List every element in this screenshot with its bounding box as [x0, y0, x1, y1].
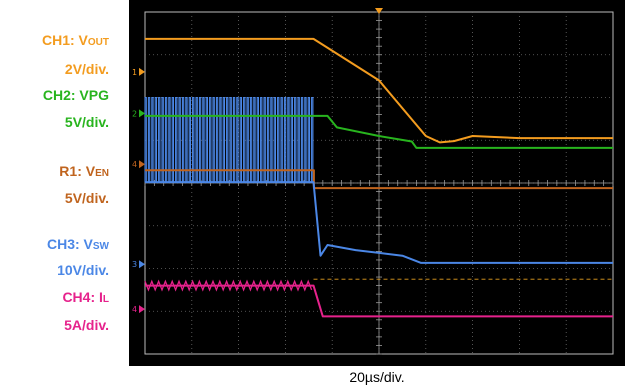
trigger-marker [375, 8, 383, 14]
traces [144, 37, 613, 318]
ch2-marker-label: 2 [132, 109, 137, 118]
ch4-marker-label: 4 [132, 305, 137, 314]
ch4-trace [145, 284, 613, 318]
r1-scale: 5V/div. [64, 190, 109, 206]
plot-area: 1 2 4 3 4 [132, 8, 614, 355]
ch2-name: CH2: VPG [42, 87, 109, 103]
ch1-scale: 2V/div. [64, 61, 109, 77]
ch1-name: CH1: VOUT [41, 32, 109, 48]
ch4-name: CH4: IL [62, 289, 109, 305]
r1-ground-marker [139, 160, 145, 169]
ch4-scale: 5A/div. [64, 317, 109, 333]
ch2-scale: 5V/div. [64, 114, 109, 130]
ch4-ground-marker [139, 305, 145, 314]
ch2-trace [145, 114, 613, 149]
ch2-ground-marker [139, 109, 145, 118]
ch3-switching-burst [144, 96, 314, 183]
ch3-scale: 10V/div. [57, 262, 109, 278]
ch3-trace [145, 181, 613, 264]
ch1-trace [145, 37, 613, 144]
r1-marker-label: 4 [132, 160, 137, 169]
channel-markers: 1 2 4 3 4 [132, 8, 383, 314]
ch1-marker-label: 1 [132, 68, 137, 77]
ch3-marker-label: 3 [132, 260, 137, 269]
r1-trace [145, 169, 613, 190]
timebase-label: 20µs/div. [349, 369, 405, 385]
ch3-ground-marker [139, 260, 145, 269]
r1-name: R1: VEN [59, 163, 109, 179]
ch3-name: CH3: VSW [46, 236, 109, 252]
ch1-ground-marker [139, 67, 145, 76]
oscilloscope-screen: 1 2 4 3 4 [129, 0, 625, 366]
